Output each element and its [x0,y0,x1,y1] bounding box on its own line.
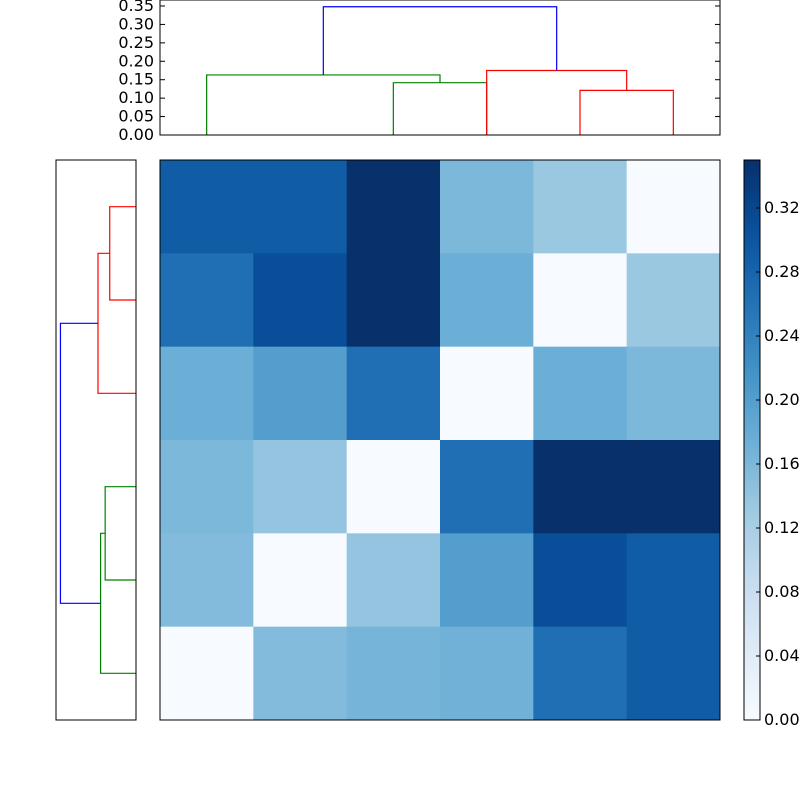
heatmap-cell [253,440,348,534]
heatmap-cell [253,626,348,721]
heatmap-cell [626,533,721,628]
heatmap-cell [253,160,348,254]
heatmap-cell [253,346,348,441]
colorbar: 0.00 0.04 0.08 0.12 0.16 0.20 0.24 0.28 0.32 [743,159,800,729]
y-tick-label: 0.30 [118,14,154,33]
top-dendrogram-link [392,82,488,135]
top-dendrogram-link [486,69,628,135]
heatmap-cell [160,440,254,534]
heatmap [159,159,721,721]
heatmap-cell [160,253,254,348]
colorbar-tick-label: 0.08 [764,582,800,601]
colorbar-tick-label: 0.16 [764,454,800,473]
heatmap-cell [160,160,254,254]
colorbar-tick-label: 0.32 [764,198,800,217]
heatmap-cell [440,160,534,254]
heatmap-cell [160,346,254,441]
top-dendrogram-link [206,74,441,135]
heatmap-cell [160,626,254,721]
top-dendrogram: 0.000.050.100.150.200.250.300.35 [118,0,721,144]
colorbar-bar [743,159,761,721]
heatmap-cell [440,533,534,628]
heatmap-cell [253,533,348,628]
y-tick-label: 0.15 [118,70,154,89]
top-dendrogram-link [579,89,674,135]
colorbar-tick-label: 0.04 [764,646,800,665]
left-dendrogram-link [109,206,136,301]
heatmap-cell [626,440,721,534]
y-tick-label: 0.35 [118,0,154,15]
y-tick-label: 0.25 [118,33,154,52]
heatmap-cell [626,346,721,441]
y-tick-label: 0.10 [118,88,154,107]
colorbar-tick-label: 0.28 [764,262,800,281]
top-dendrogram-link [322,6,558,75]
y-tick-label: 0.20 [118,51,154,70]
heatmap-cell [626,160,721,254]
heatmap-cell [626,253,721,348]
heatmap-cell [253,253,348,348]
heatmap-cell [346,440,441,534]
heatmap-cell [346,346,441,441]
heatmap-cell [346,160,441,254]
heatmap-cell [440,253,534,348]
heatmap-cell [626,626,721,721]
left-dendrogram-link [59,322,101,604]
heatmap-cell [533,160,628,254]
left-dendrogram [55,159,137,721]
y-tick-label: 0.00 [118,125,154,144]
left-dendrogram-link [100,532,136,674]
heatmap-cell [440,626,534,721]
heatmap-cell [533,533,628,628]
heatmap-frame [159,159,721,721]
heatmap-cell [160,533,254,628]
heatmap-cell [346,253,441,348]
left-dendrogram-link [104,486,136,581]
heatmap-cell [533,253,628,348]
heatmap-cell [440,440,534,534]
y-tick-label: 0.05 [118,107,154,126]
heatmap-cell [533,626,628,721]
heatmap-cell [346,533,441,628]
heatmap-cell [533,346,628,441]
heatmap-cell [346,626,441,721]
left-dendrogram-frame [55,159,137,721]
heatmap-cell [440,346,534,441]
colorbar-tick-label: 0.20 [764,390,800,409]
top-dendrogram-frame [159,0,721,136]
heatmap-cell [533,440,628,534]
colorbar-tick-label: 0.24 [764,326,800,345]
left-dendrogram-link [97,252,136,394]
colorbar-tick-label: 0.12 [764,518,800,537]
colorbar-tick-label: 0.00 [764,710,800,729]
